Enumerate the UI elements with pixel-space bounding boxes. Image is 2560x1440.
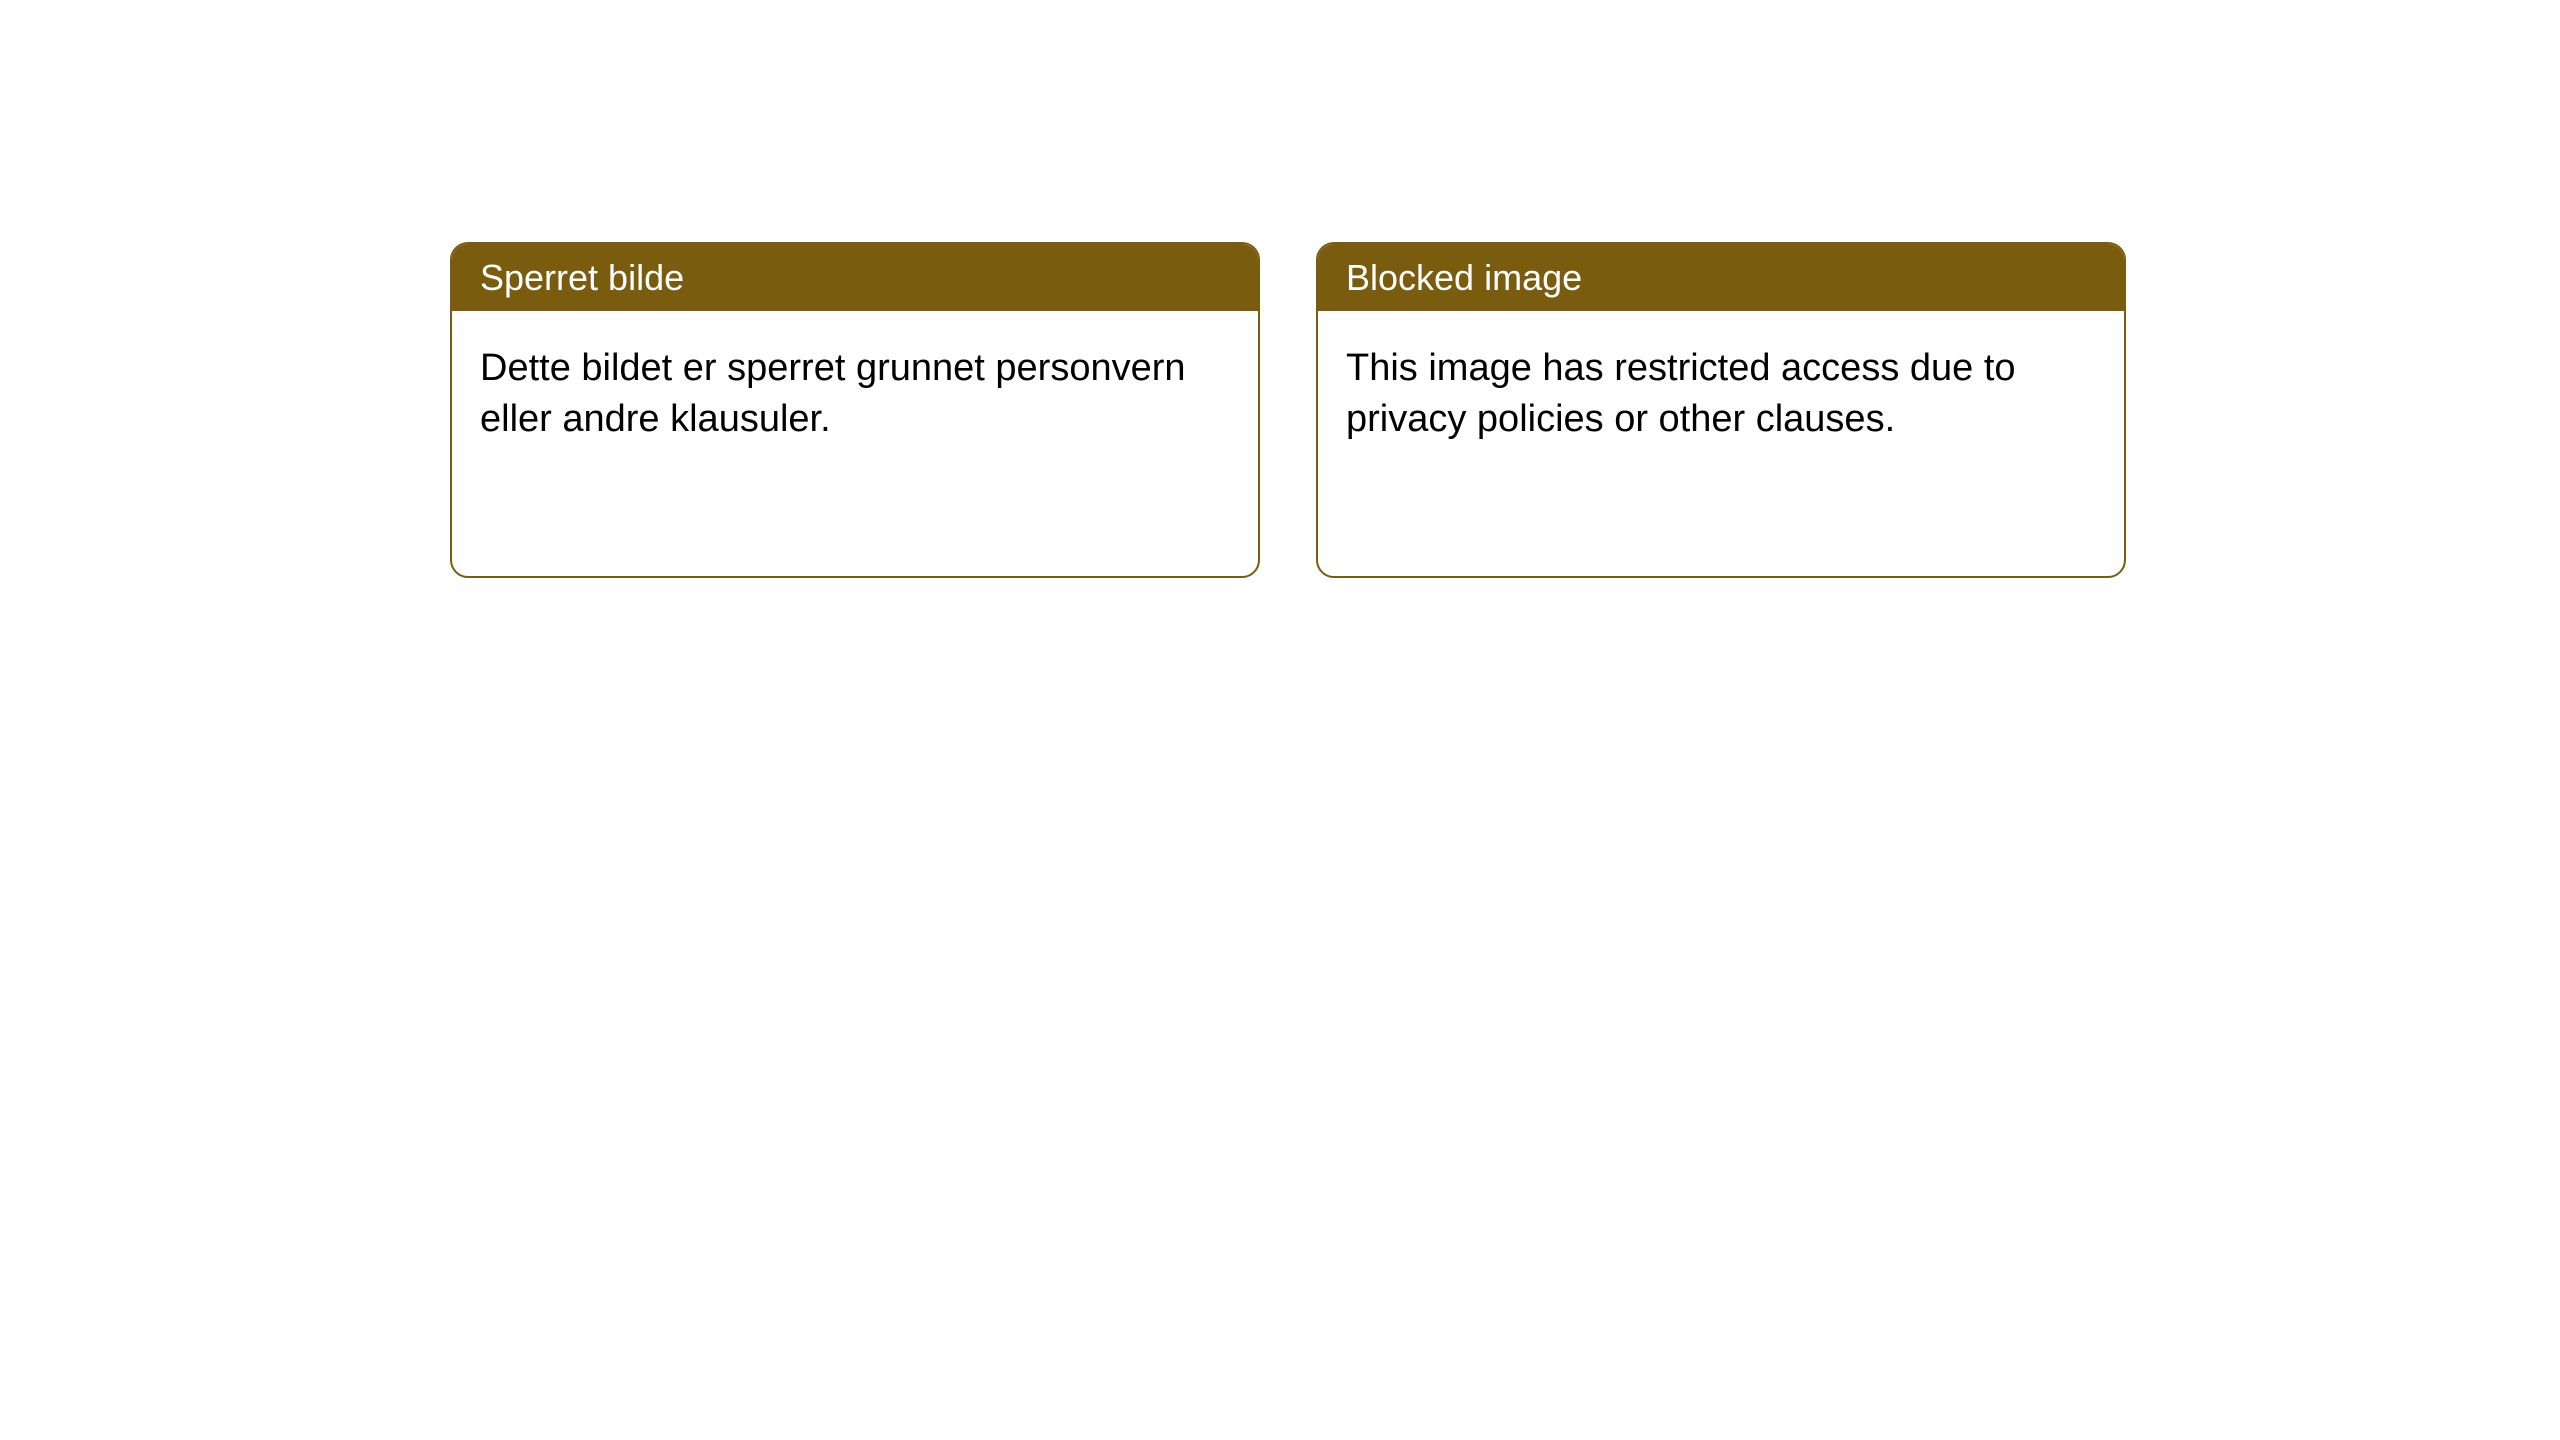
notice-card-title: Sperret bilde bbox=[452, 244, 1258, 311]
notice-card-body: Dette bildet er sperret grunnet personve… bbox=[452, 311, 1258, 478]
notice-card-english: Blocked image This image has restricted … bbox=[1316, 242, 2126, 578]
notice-card-title: Blocked image bbox=[1318, 244, 2124, 311]
notice-card-body: This image has restricted access due to … bbox=[1318, 311, 2124, 478]
notice-container: Sperret bilde Dette bildet er sperret gr… bbox=[0, 0, 2560, 578]
notice-card-norwegian: Sperret bilde Dette bildet er sperret gr… bbox=[450, 242, 1260, 578]
